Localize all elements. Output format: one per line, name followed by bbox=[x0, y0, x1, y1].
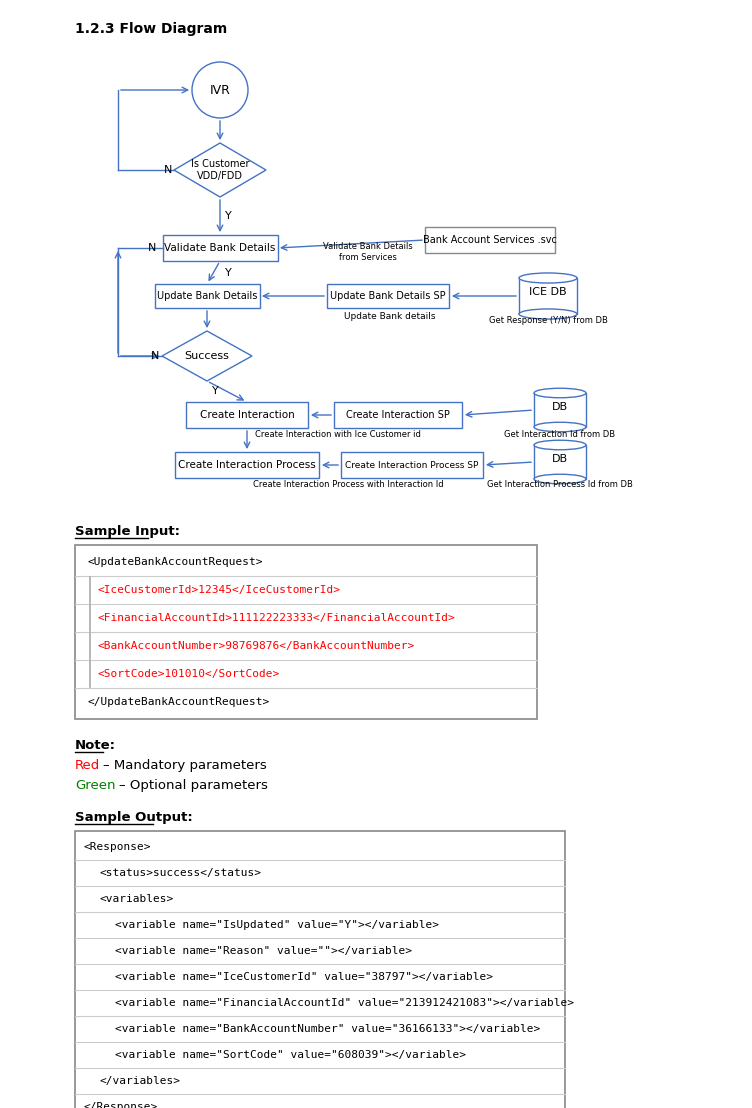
FancyBboxPatch shape bbox=[175, 452, 319, 478]
Text: <FinancialAccountId>111122223333</FinancialAccountId>: <FinancialAccountId>111122223333</Financ… bbox=[97, 613, 455, 623]
Text: Note:: Note: bbox=[75, 739, 116, 752]
Text: Green: Green bbox=[75, 779, 116, 792]
Text: Red: Red bbox=[75, 759, 100, 772]
Text: 1.2.3 Flow Diagram: 1.2.3 Flow Diagram bbox=[75, 22, 227, 35]
Text: <status>success</status>: <status>success</status> bbox=[99, 868, 261, 878]
Text: Create Interaction Process SP: Create Interaction Process SP bbox=[345, 461, 479, 470]
Text: Y: Y bbox=[225, 267, 232, 277]
Ellipse shape bbox=[519, 273, 577, 283]
FancyBboxPatch shape bbox=[334, 402, 462, 428]
FancyBboxPatch shape bbox=[162, 235, 277, 261]
Text: <variable name="SortCode" value="608039"></variable>: <variable name="SortCode" value="608039"… bbox=[115, 1050, 466, 1060]
Text: N: N bbox=[164, 165, 172, 175]
Text: Create Interaction Process with Interaction Id: Create Interaction Process with Interact… bbox=[253, 480, 444, 489]
Polygon shape bbox=[174, 143, 266, 197]
Text: Y: Y bbox=[225, 211, 232, 220]
Text: Get Interaction Process Id from DB: Get Interaction Process Id from DB bbox=[487, 480, 633, 489]
Text: Sample Input:: Sample Input: bbox=[75, 525, 180, 538]
Text: ICE DB: ICE DB bbox=[529, 287, 567, 297]
Text: IVR: IVR bbox=[210, 83, 230, 96]
Text: Is Customer
VDD/FDD: Is Customer VDD/FDD bbox=[191, 160, 249, 181]
Text: DB: DB bbox=[552, 401, 568, 411]
Text: <UpdateBankAccountRequest>: <UpdateBankAccountRequest> bbox=[87, 557, 262, 567]
Text: DB: DB bbox=[552, 453, 568, 463]
Text: Get Interaction Id from DB: Get Interaction Id from DB bbox=[505, 430, 616, 439]
Text: Get Response (Y/N) from DB: Get Response (Y/N) from DB bbox=[489, 316, 608, 325]
Text: Create Interaction Process: Create Interaction Process bbox=[178, 460, 316, 470]
FancyBboxPatch shape bbox=[519, 278, 577, 314]
Text: Create Interaction: Create Interaction bbox=[199, 410, 294, 420]
Text: </Response>: </Response> bbox=[83, 1102, 157, 1108]
Ellipse shape bbox=[534, 440, 586, 450]
Text: <variable name="IceCustomerId" value="38797"></variable>: <variable name="IceCustomerId" value="38… bbox=[115, 972, 493, 982]
Ellipse shape bbox=[519, 309, 577, 319]
Text: <variable name="Reason" value=""></variable>: <variable name="Reason" value=""></varia… bbox=[115, 946, 412, 956]
Text: N: N bbox=[148, 243, 156, 253]
Text: <variable name="BankAccountNumber" value="36166133"></variable>: <variable name="BankAccountNumber" value… bbox=[115, 1024, 540, 1034]
Text: <variable name="IsUpdated" value="Y"></variable>: <variable name="IsUpdated" value="Y"></v… bbox=[115, 920, 439, 930]
Text: Create Interaction with Ice Customer id: Create Interaction with Ice Customer id bbox=[255, 430, 421, 439]
FancyBboxPatch shape bbox=[75, 831, 565, 1108]
Text: Validate Bank Details
from Services: Validate Bank Details from Services bbox=[323, 243, 413, 261]
Text: <Response>: <Response> bbox=[83, 842, 150, 852]
Ellipse shape bbox=[534, 474, 586, 484]
Text: Update Bank Details: Update Bank Details bbox=[157, 291, 257, 301]
Ellipse shape bbox=[534, 422, 586, 432]
FancyBboxPatch shape bbox=[154, 284, 259, 308]
FancyBboxPatch shape bbox=[75, 545, 537, 719]
FancyBboxPatch shape bbox=[534, 445, 586, 479]
Text: Sample Output:: Sample Output: bbox=[75, 811, 193, 824]
Text: Success: Success bbox=[184, 351, 229, 361]
FancyBboxPatch shape bbox=[534, 393, 586, 427]
Text: Update Bank Details SP: Update Bank Details SP bbox=[330, 291, 446, 301]
Text: – Optional parameters: – Optional parameters bbox=[119, 779, 268, 792]
Text: Bank Account Services .svc: Bank Account Services .svc bbox=[423, 235, 557, 245]
Text: – Mandatory parameters: – Mandatory parameters bbox=[103, 759, 267, 772]
Text: <BankAccountNumber>98769876</BankAccountNumber>: <BankAccountNumber>98769876</BankAccount… bbox=[97, 642, 414, 652]
Text: <SortCode>101010</SortCode>: <SortCode>101010</SortCode> bbox=[97, 669, 279, 679]
Polygon shape bbox=[162, 331, 252, 381]
Circle shape bbox=[192, 62, 248, 117]
Text: Create Interaction SP: Create Interaction SP bbox=[346, 410, 450, 420]
Ellipse shape bbox=[534, 388, 586, 398]
FancyBboxPatch shape bbox=[186, 402, 308, 428]
Text: Validate Bank Details: Validate Bank Details bbox=[165, 243, 276, 253]
FancyBboxPatch shape bbox=[327, 284, 449, 308]
Text: <variable name="FinancialAccountId" value="213912421083"></variable>: <variable name="FinancialAccountId" valu… bbox=[115, 998, 574, 1008]
Text: <IceCustomerId>12345</IceCustomerId>: <IceCustomerId>12345</IceCustomerId> bbox=[97, 585, 340, 595]
Text: N: N bbox=[151, 351, 159, 361]
Text: </UpdateBankAccountRequest>: </UpdateBankAccountRequest> bbox=[87, 697, 269, 707]
FancyBboxPatch shape bbox=[341, 452, 483, 478]
FancyBboxPatch shape bbox=[425, 227, 555, 253]
Text: Update Bank details: Update Bank details bbox=[344, 312, 435, 321]
Text: <variables>: <variables> bbox=[99, 894, 173, 904]
Text: Y: Y bbox=[212, 387, 219, 397]
Text: </variables>: </variables> bbox=[99, 1076, 180, 1086]
